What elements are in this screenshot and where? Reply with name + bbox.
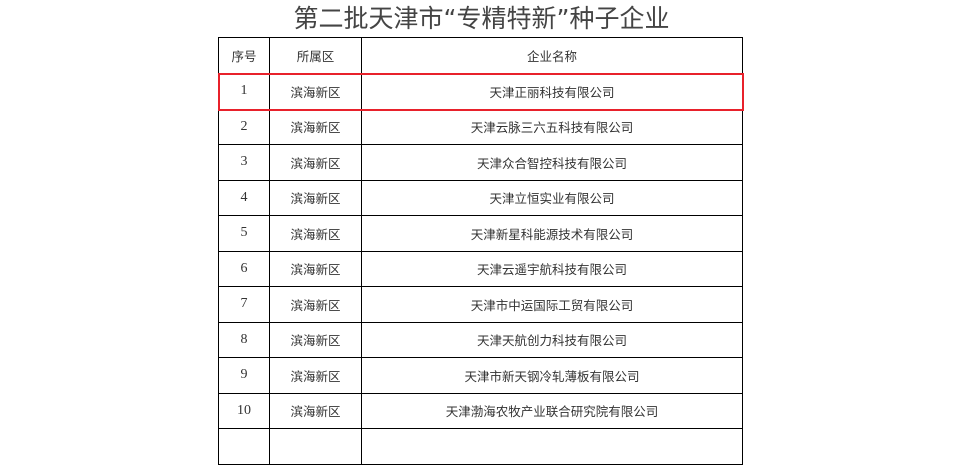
cell-district: 滨海新区 xyxy=(269,321,362,358)
cell-company: 天津正丽科技有限公司 xyxy=(361,73,743,110)
table-row: 4 滨海新区 天津立恒实业有限公司 xyxy=(218,179,743,216)
cell-district: 滨海新区 xyxy=(269,179,362,216)
table-row: 8 滨海新区 天津天航创力科技有限公司 xyxy=(218,321,743,358)
cell-index: 10 xyxy=(218,392,270,429)
cell-company: 天津新星科能源技术有限公司 xyxy=(361,215,743,252)
cell-company: 天津渤海农牧产业联合研究院有限公司 xyxy=(361,392,743,429)
cell-company: 天津立恒实业有限公司 xyxy=(361,179,743,216)
cell-index: 3 xyxy=(218,144,270,181)
header-district: 所属区 xyxy=(269,37,362,74)
cell-district: 滨海新区 xyxy=(269,144,362,181)
cell-district: 滨海新区 xyxy=(269,108,362,145)
table-header: 序号 所属区 企业名称 xyxy=(218,37,743,74)
cell-district: 滨海新区 xyxy=(269,250,362,287)
table-row: 2 滨海新区 天津云脉三六五科技有限公司 xyxy=(218,108,743,145)
cell-district: 滨海新区 xyxy=(269,286,362,323)
cell-empty xyxy=(361,428,743,465)
cell-company: 天津云脉三六五科技有限公司 xyxy=(361,108,743,145)
cell-index: 7 xyxy=(218,286,270,323)
cell-company: 天津众合智控科技有限公司 xyxy=(361,144,743,181)
table-row-partial xyxy=(218,428,743,465)
cell-district: 滨海新区 xyxy=(269,357,362,394)
header-index: 序号 xyxy=(218,37,270,74)
cell-company: 天津市中运国际工贸有限公司 xyxy=(361,286,743,323)
cell-company: 天津市新天钢冷轧薄板有限公司 xyxy=(361,357,743,394)
page-title: 第二批天津市“专精特新”种子企业 xyxy=(293,4,670,33)
enterprise-table: 序号 所属区 企业名称 1 滨海新区 天津正丽科技有限公司 2 滨海新区 天津云脉三六五科… xyxy=(218,37,743,465)
cell-index: 1 xyxy=(218,73,270,110)
cell-empty xyxy=(269,428,362,465)
cell-empty xyxy=(218,428,270,465)
cell-index: 6 xyxy=(218,250,270,287)
cell-district: 滨海新区 xyxy=(269,73,362,110)
cell-company: 天津云遥宇航科技有限公司 xyxy=(361,250,743,287)
cell-company: 天津天航创力科技有限公司 xyxy=(361,321,743,358)
table-row: 1 滨海新区 天津正丽科技有限公司 xyxy=(218,73,743,110)
header-company: 企业名称 xyxy=(361,37,743,74)
cell-index: 9 xyxy=(218,357,270,394)
cell-district: 滨海新区 xyxy=(269,215,362,252)
cell-index: 4 xyxy=(218,179,270,216)
table-row: 7 滨海新区 天津市中运国际工贸有限公司 xyxy=(218,286,743,323)
table-row: 6 滨海新区 天津云遥宇航科技有限公司 xyxy=(218,250,743,287)
table-row: 5 滨海新区 天津新星科能源技术有限公司 xyxy=(218,215,743,252)
cell-index: 2 xyxy=(218,108,270,145)
table-row: 3 滨海新区 天津众合智控科技有限公司 xyxy=(218,144,743,181)
table-row: 10 滨海新区 天津渤海农牧产业联合研究院有限公司 xyxy=(218,392,743,429)
cell-index: 5 xyxy=(218,215,270,252)
cell-district: 滨海新区 xyxy=(269,392,362,429)
table-row: 9 滨海新区 天津市新天钢冷轧薄板有限公司 xyxy=(218,357,743,394)
cell-index: 8 xyxy=(218,321,270,358)
